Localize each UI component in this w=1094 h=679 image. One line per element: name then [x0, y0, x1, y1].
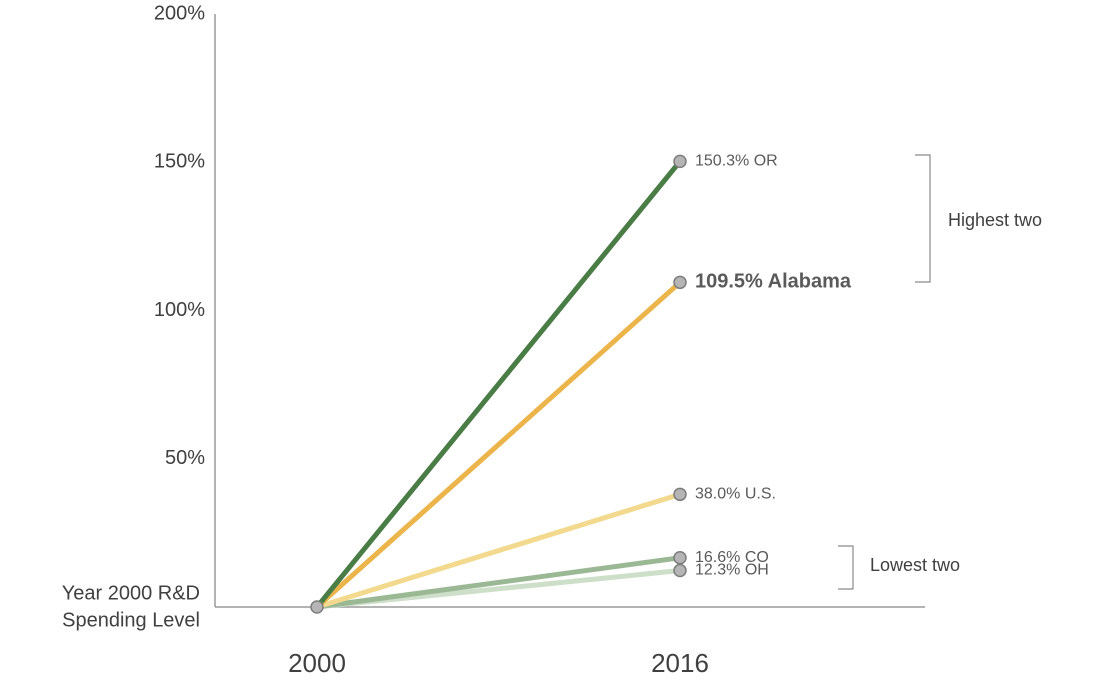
baseline-label-line: Spending Level: [62, 609, 200, 631]
axis-layer: 200% 150% 100% 50% Year 2000 R&D Spending Lev…: [62, 2, 925, 678]
annotation-label: Highest two: [948, 210, 1042, 230]
data-label-u-s-: 38.0% U.S.: [695, 486, 776, 503]
end-point-u-s-: [673, 487, 687, 502]
series-line-or: [314, 158, 683, 610]
data-label-co: 16.6% CO: [695, 549, 769, 566]
y-tick-label: 200%: [154, 2, 205, 24]
end-point-oh: [673, 563, 687, 578]
x-tick-label: 2000: [288, 648, 346, 678]
data-labels: 150.3% OR 109.5% Alabama 38.0% U.S. 16.6% C…: [695, 153, 852, 579]
series-line-alabama: [314, 279, 683, 610]
y-tick-label: 100%: [154, 299, 205, 321]
annotation-bracket: [915, 154, 931, 283]
annotations: Highest two Lowest two: [838, 154, 1042, 590]
annotation-label: Lowest two: [870, 555, 960, 575]
start-point: [310, 600, 324, 614]
data-label-oh: 12.3% OH: [695, 562, 769, 579]
x-tick-label: 2016: [651, 648, 709, 678]
baseline-label-line: Year 2000 R&D: [62, 582, 200, 604]
y-tick-label: 150%: [154, 151, 205, 173]
series-line-u-s-: [314, 491, 683, 610]
data-label-or: 150.3% OR: [695, 153, 778, 170]
series-lines: [314, 158, 683, 610]
series-points: [310, 154, 687, 614]
series-line-co: [314, 555, 683, 610]
annotation-bracket: [838, 545, 854, 590]
y-tick-label: 50%: [165, 447, 205, 469]
end-point-or: [673, 154, 687, 169]
data-label-alabama: 109.5% Alabama: [695, 271, 852, 293]
end-point-co: [673, 551, 687, 565]
end-point-alabama: [673, 275, 687, 290]
